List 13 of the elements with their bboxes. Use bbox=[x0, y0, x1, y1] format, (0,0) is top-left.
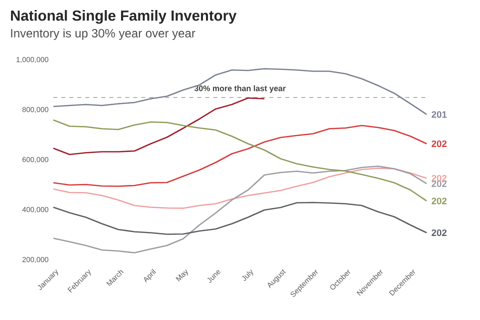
line-series bbox=[52, 124, 428, 187]
chart-title: National Single Family Inventory bbox=[11, 10, 237, 24]
line-series bbox=[52, 168, 428, 209]
series-label: 202 bbox=[432, 198, 447, 204]
series-label: 201 bbox=[432, 111, 447, 118]
series-label: 202 bbox=[432, 229, 447, 236]
series-label: 202 bbox=[432, 140, 447, 148]
line-series bbox=[52, 202, 428, 235]
chart-subtitle: Inventory is up 30% year over year bbox=[11, 28, 196, 40]
series-label: 202 bbox=[432, 180, 447, 188]
line-series bbox=[52, 166, 428, 254]
line-series bbox=[52, 97, 266, 156]
line-series bbox=[52, 119, 428, 202]
